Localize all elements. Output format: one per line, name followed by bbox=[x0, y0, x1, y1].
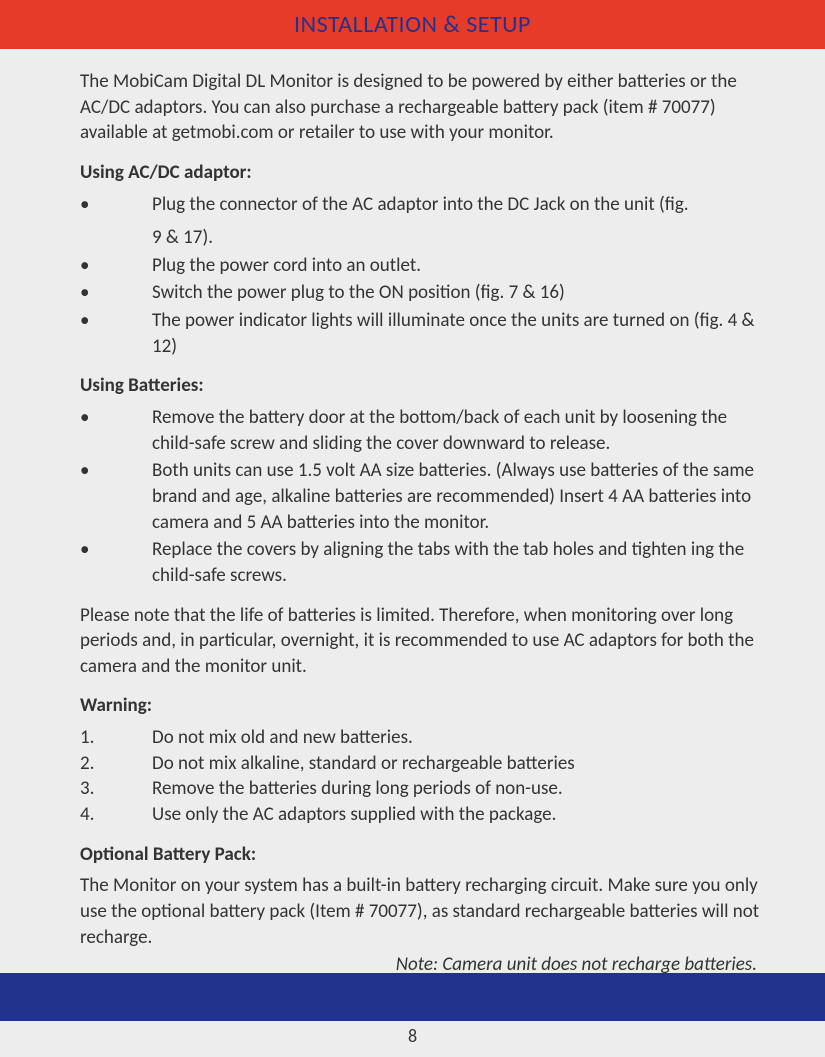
bullet-icon: • bbox=[80, 458, 152, 535]
list-item-text: Switch the power plug to the ON position… bbox=[152, 280, 767, 306]
list-item-text: Plug the power cord into an outlet. bbox=[152, 253, 767, 279]
page-number: 8 bbox=[0, 1025, 825, 1047]
heading-warning: Warning: bbox=[80, 693, 767, 719]
list-item: 9 & 17). bbox=[80, 225, 767, 251]
bullet-icon: • bbox=[80, 405, 152, 456]
list-item-text: Remove the battery door at the bottom/ba… bbox=[152, 405, 767, 456]
bullet-icon: • bbox=[80, 308, 152, 359]
heading-batteries: Using Batteries: bbox=[80, 373, 767, 399]
number-marker: 4. bbox=[80, 802, 152, 828]
footer-bar bbox=[0, 973, 825, 1021]
list-item: • Remove the battery door at the bottom/… bbox=[80, 405, 767, 456]
number-marker: 1. bbox=[80, 725, 152, 751]
bullet-icon: • bbox=[80, 280, 152, 306]
page-header: INSTALLATION & SETUP bbox=[0, 0, 825, 49]
bullet-icon: • bbox=[80, 192, 152, 218]
list-warning: 1. Do not mix old and new batteries. 2. … bbox=[80, 725, 767, 828]
list-item: 4. Use only the AC adaptors supplied wit… bbox=[80, 802, 767, 828]
page-title: INSTALLATION & SETUP bbox=[294, 10, 531, 39]
heading-acdc: Using AC/DC adaptor: bbox=[80, 160, 767, 186]
heading-optional: Optional Battery Pack: bbox=[80, 842, 767, 868]
list-item-text: Do not mix old and new batteries. bbox=[152, 725, 413, 751]
number-marker: 3. bbox=[80, 776, 152, 802]
list-item-text: Both units can use 1.5 volt AA size batt… bbox=[152, 458, 767, 535]
list-item: 3. Remove the batteries during long peri… bbox=[80, 776, 767, 802]
list-item: • Switch the power plug to the ON positi… bbox=[80, 280, 767, 306]
list-item: • Both units can use 1.5 volt AA size ba… bbox=[80, 458, 767, 535]
list-batteries: • Remove the battery door at the bottom/… bbox=[80, 405, 767, 588]
optional-body: The Monitor on your system has a built-i… bbox=[80, 873, 767, 950]
list-item-text: Replace the covers by aligning the tabs … bbox=[152, 537, 767, 588]
list-acdc: • Plug the connector of the AC adaptor i… bbox=[80, 192, 767, 360]
list-item: 2. Do not mix alkaline, standard or rech… bbox=[80, 751, 767, 777]
number-marker: 2. bbox=[80, 751, 152, 777]
bullet-spacer bbox=[80, 225, 152, 251]
bullet-icon: • bbox=[80, 537, 152, 588]
list-item: • Replace the covers by aligning the tab… bbox=[80, 537, 767, 588]
list-item: 1. Do not mix old and new batteries. bbox=[80, 725, 767, 751]
list-item: • The power indicator lights will illumi… bbox=[80, 308, 767, 359]
list-item-text: 9 & 17). bbox=[152, 225, 767, 251]
list-item-text: Remove the batteries during long periods… bbox=[152, 776, 563, 802]
list-item-text: Plug the connector of the AC adaptor int… bbox=[152, 192, 767, 218]
list-item-text: The power indicator lights will illumina… bbox=[152, 308, 767, 359]
list-item-text: Use only the AC adaptors supplied with t… bbox=[152, 802, 556, 828]
note-paragraph: Please note that the life of batteries i… bbox=[80, 603, 767, 680]
intro-paragraph: The MobiCam Digital DL Monitor is design… bbox=[80, 69, 767, 146]
page-content: The MobiCam Digital DL Monitor is design… bbox=[0, 49, 825, 978]
list-item-text: Do not mix alkaline, standard or recharg… bbox=[152, 751, 575, 777]
bullet-icon: • bbox=[80, 253, 152, 279]
list-item: • Plug the power cord into an outlet. bbox=[80, 253, 767, 279]
list-item: • Plug the connector of the AC adaptor i… bbox=[80, 192, 767, 218]
